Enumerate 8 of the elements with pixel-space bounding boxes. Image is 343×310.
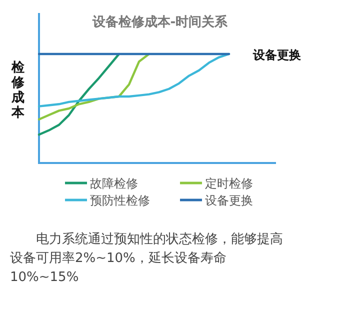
legend-label: 定时检修 xyxy=(205,176,253,190)
legend-label: 预防性检修 xyxy=(90,194,150,208)
text: 电力系统通过预知性的状态检修，能够提高设备可用率2%~10%，延长设备寿命10%~15% xyxy=(10,231,284,287)
text: 设备更换 xyxy=(253,48,301,62)
y-axis-title: 检修成本 xyxy=(10,60,26,120)
chart-title: 设备检修成本-时间关系 xyxy=(91,14,229,30)
legend-label: 故障检修 xyxy=(90,176,138,190)
legend-label: 设备更换 xyxy=(205,194,253,208)
